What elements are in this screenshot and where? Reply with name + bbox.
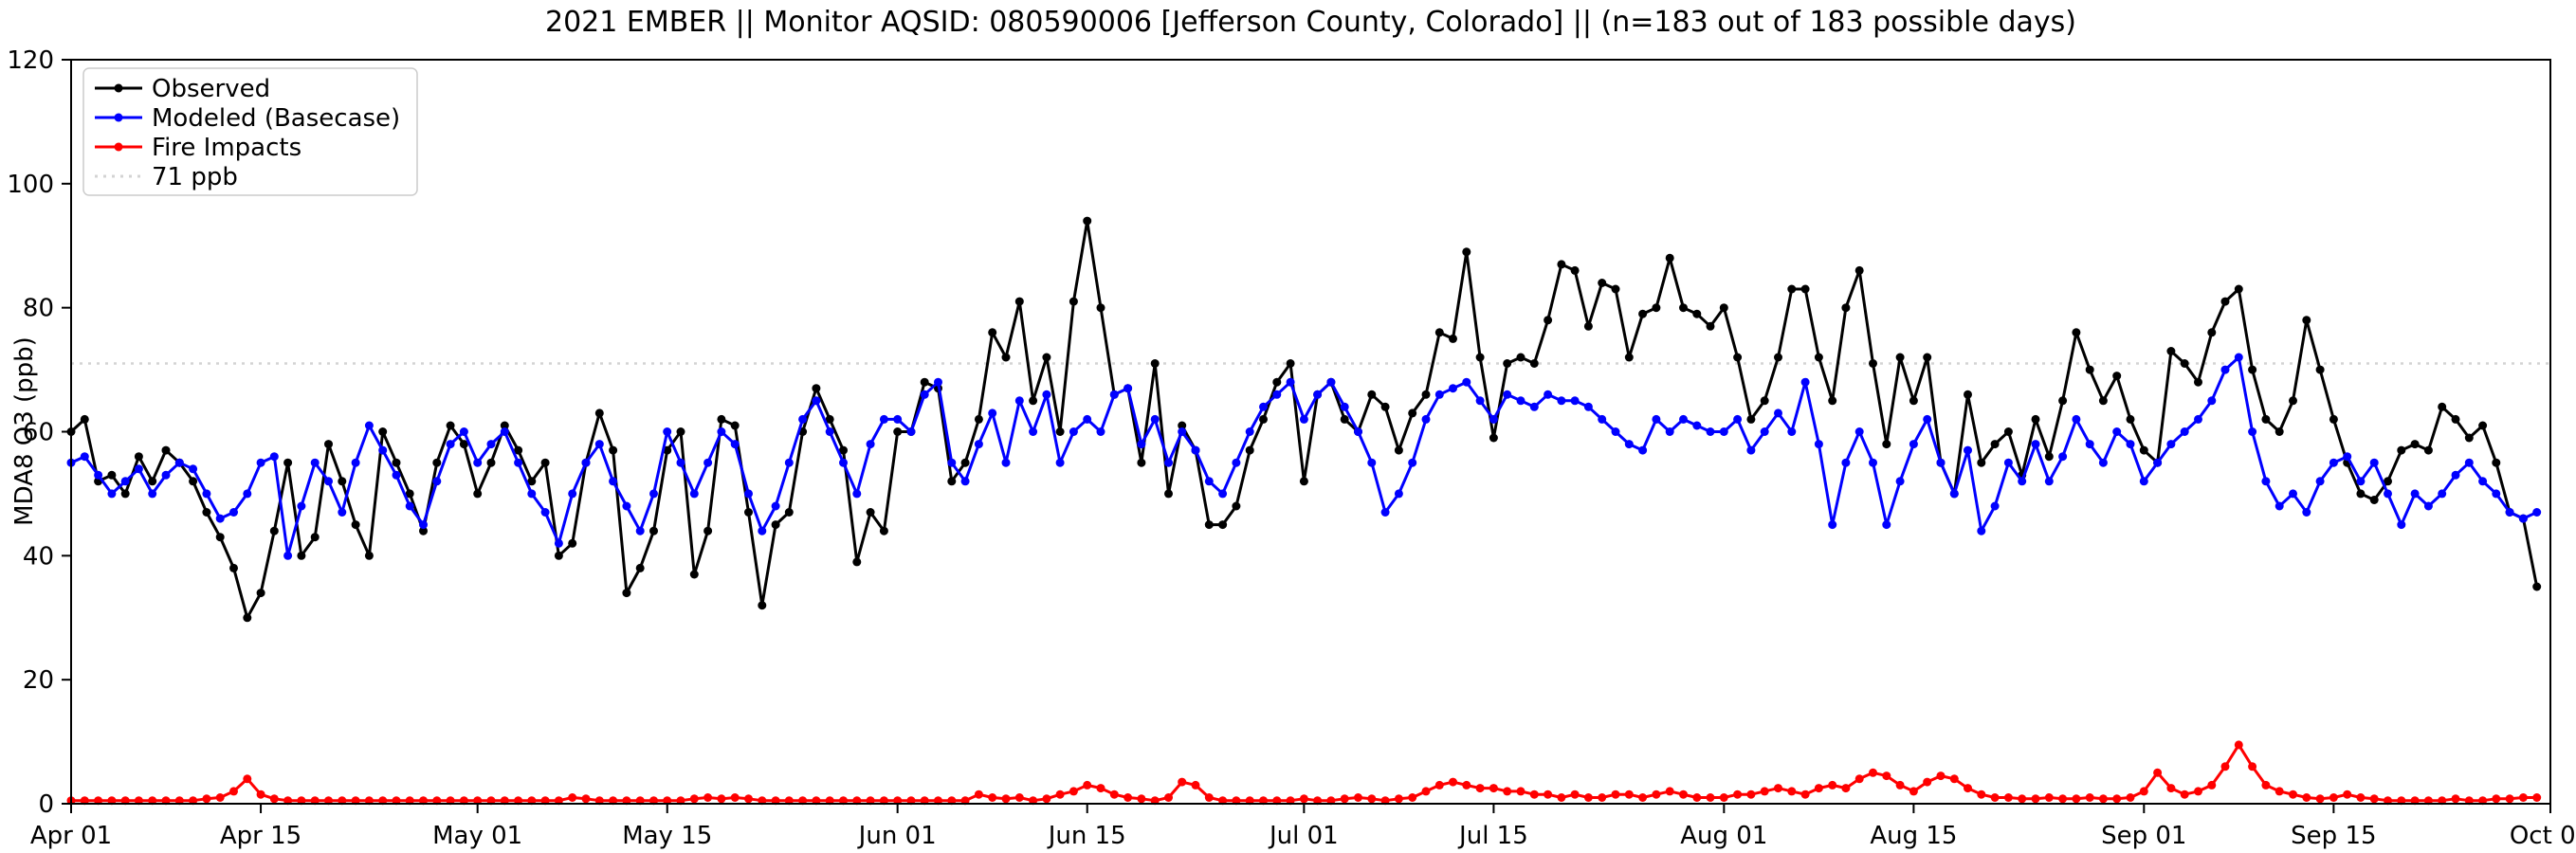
y-tick-label: 120	[7, 46, 54, 75]
x-tick-label: Aug 01	[1680, 822, 1767, 850]
chart-title: 2021 EMBER || Monitor AQSID: 080590006 […	[545, 6, 2076, 39]
legend-sample-marker	[114, 142, 123, 152]
y-tick-label: 60	[23, 419, 54, 447]
series-markers-0	[66, 216, 2542, 623]
y-tick-label: 100	[7, 171, 54, 199]
x-tick-label: Oct 01	[2510, 822, 2576, 850]
legend-label: Observed	[152, 75, 270, 103]
x-tick-label: Apr 15	[220, 822, 301, 850]
x-tick-label: Aug 15	[1870, 822, 1957, 850]
y-tick-label: 40	[23, 542, 54, 571]
y-tick-label: 0	[38, 790, 54, 819]
x-tick-label: May 15	[622, 822, 712, 850]
y-tick-label: 80	[23, 295, 54, 323]
legend-sample-marker	[114, 83, 123, 93]
x-tick-label: Sep 01	[2101, 822, 2186, 850]
legend-box	[82, 67, 418, 196]
x-tick-label: Jun 01	[857, 822, 937, 850]
legend-label: 71 ppb	[152, 163, 238, 191]
x-tick-label: Sep 15	[2291, 822, 2376, 850]
x-tick-label: Jun 15	[1047, 822, 1126, 850]
x-tick-label: Apr 01	[30, 822, 112, 850]
series-markers-1	[66, 353, 2542, 560]
x-tick-label: May 01	[432, 822, 522, 850]
legend-label: Fire Impacts	[152, 134, 301, 162]
series-line-2	[69, 743, 2539, 803]
x-tick-label: Jul 15	[1457, 822, 1528, 850]
series-markers-2	[66, 740, 2542, 806]
x-tick-label: Jul 01	[1268, 822, 1339, 850]
legend-label: Modeled (Basecase)	[152, 104, 400, 133]
y-tick-label: 20	[23, 666, 54, 695]
legend-sample-marker	[114, 113, 123, 122]
